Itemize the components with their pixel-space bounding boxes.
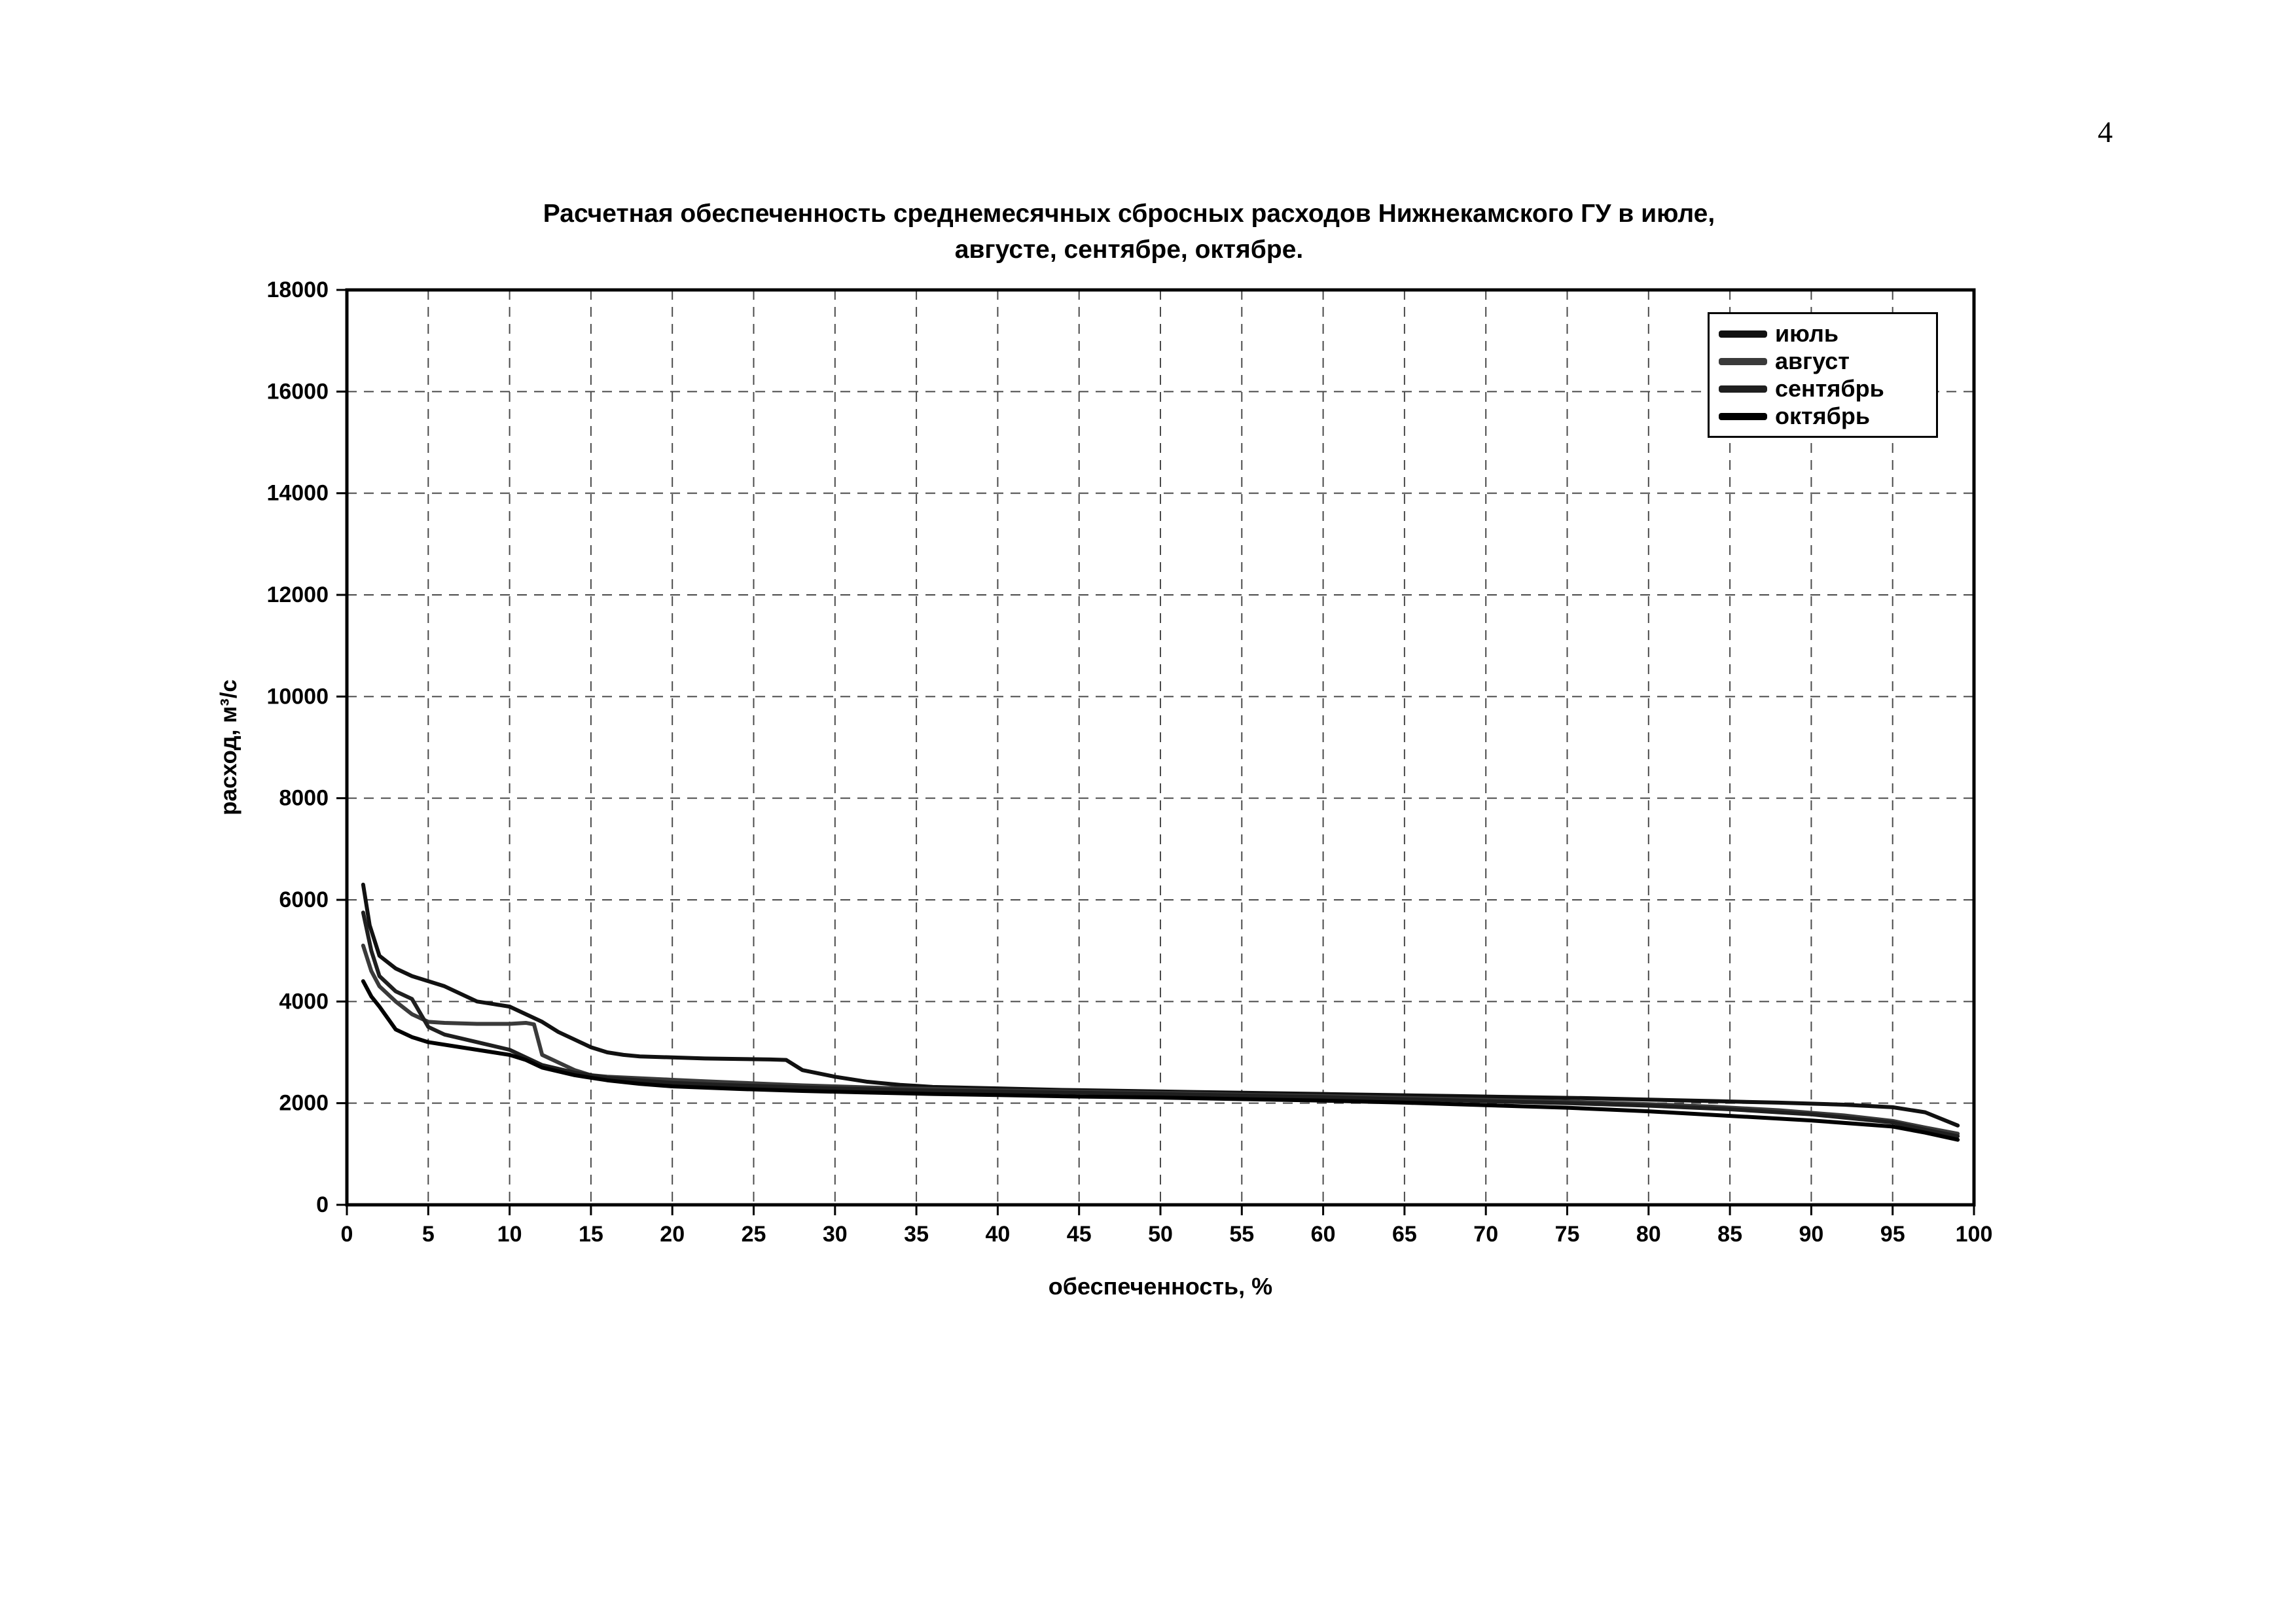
svg-text:16000: 16000 bbox=[266, 379, 329, 404]
svg-text:55: 55 bbox=[1229, 1222, 1254, 1247]
svg-text:0: 0 bbox=[341, 1222, 353, 1247]
x-axis-title: обеспеченность, % bbox=[1048, 1273, 1273, 1300]
svg-text:5: 5 bbox=[422, 1222, 435, 1247]
legend-label: сентябрь bbox=[1775, 375, 1884, 402]
svg-text:65: 65 bbox=[1392, 1222, 1417, 1247]
svg-text:80: 80 bbox=[1636, 1222, 1661, 1247]
legend-item-september: сентябрь bbox=[1719, 375, 1927, 402]
legend-item-august: август bbox=[1719, 348, 1927, 374]
chart-legend: июль август сентябрь октябрь bbox=[1708, 312, 1938, 438]
svg-text:18000: 18000 bbox=[266, 277, 329, 302]
svg-text:25: 25 bbox=[742, 1222, 766, 1247]
svg-text:95: 95 bbox=[1880, 1222, 1905, 1247]
svg-text:75: 75 bbox=[1555, 1222, 1580, 1247]
y-axis-title: расход, м³/с bbox=[216, 679, 242, 815]
chart-title: Расчетная обеспеченность среднемесячных … bbox=[281, 196, 1977, 268]
legend-line-marker bbox=[1719, 330, 1767, 338]
legend-line-marker bbox=[1719, 412, 1767, 420]
legend-item-october: октябрь bbox=[1719, 402, 1927, 429]
svg-text:10: 10 bbox=[497, 1222, 522, 1247]
svg-text:8000: 8000 bbox=[279, 786, 329, 811]
svg-text:10000: 10000 bbox=[266, 684, 329, 709]
legend-line-marker bbox=[1719, 357, 1767, 365]
svg-text:45: 45 bbox=[1067, 1222, 1092, 1247]
legend-label: октябрь bbox=[1775, 402, 1871, 429]
svg-text:0: 0 bbox=[316, 1192, 329, 1217]
svg-text:50: 50 bbox=[1148, 1222, 1173, 1247]
legend-label: август bbox=[1775, 348, 1850, 374]
svg-text:20: 20 bbox=[660, 1222, 685, 1247]
svg-text:15: 15 bbox=[579, 1222, 603, 1247]
svg-text:30: 30 bbox=[823, 1222, 848, 1247]
svg-text:12000: 12000 bbox=[266, 582, 329, 607]
svg-text:40: 40 bbox=[985, 1222, 1010, 1247]
svg-text:4000: 4000 bbox=[279, 989, 329, 1014]
legend-label: июль bbox=[1775, 320, 1839, 347]
svg-text:6000: 6000 bbox=[279, 887, 329, 912]
legend-line-marker bbox=[1719, 385, 1767, 393]
chart-title-line-2: августе, сентябре, октябре. bbox=[954, 235, 1304, 264]
svg-text:60: 60 bbox=[1311, 1222, 1336, 1247]
svg-text:90: 90 bbox=[1799, 1222, 1823, 1247]
page-number: 4 bbox=[2098, 115, 2113, 149]
svg-text:2000: 2000 bbox=[279, 1091, 329, 1116]
svg-text:14000: 14000 bbox=[266, 481, 329, 506]
svg-text:100: 100 bbox=[1956, 1222, 1993, 1247]
chart-title-line-1: Расчетная обеспеченность среднемесячных … bbox=[543, 200, 1715, 228]
svg-text:35: 35 bbox=[904, 1222, 929, 1247]
legend-item-july: июль bbox=[1719, 320, 1927, 347]
svg-text:85: 85 bbox=[1717, 1222, 1742, 1247]
svg-text:70: 70 bbox=[1473, 1222, 1498, 1247]
